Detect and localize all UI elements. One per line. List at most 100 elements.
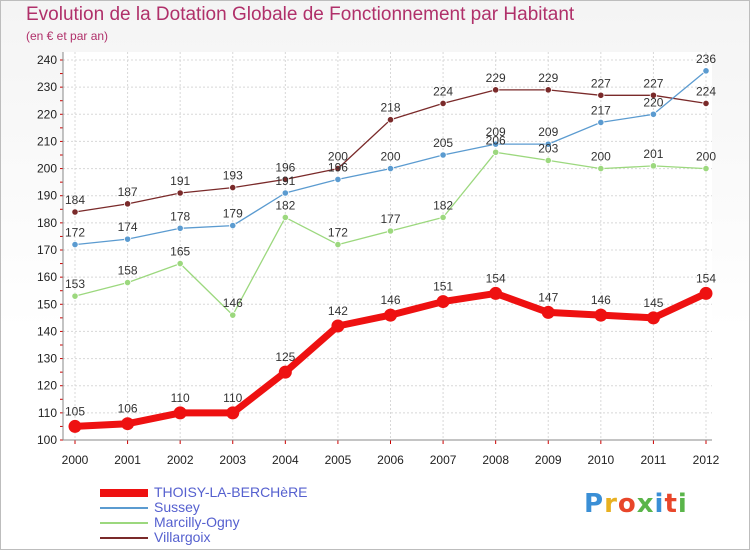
data-point-villargoix [492,86,500,94]
data-label-villargoix: 224 [696,84,716,98]
data-point-marcilly-ogny [123,278,132,287]
x-tick-label: 2005 [325,453,352,467]
data-label-sussey: 209 [486,125,506,139]
logo-letter: r [604,489,618,519]
data-label-villargoix: 191 [170,174,190,188]
y-tick-label: 140 [37,324,57,338]
data-label-sussey: 172 [65,226,85,240]
data-label-thoisy-la-berch-re: 146 [380,293,400,307]
data-point-sussey [544,140,552,148]
data-point-marcilly-ogny [334,240,342,249]
data-point-villargoix [71,208,79,216]
y-tick-label: 100 [37,433,57,447]
logo-letter: x [636,489,655,519]
data-point-sussey [281,189,289,197]
y-tick-label: 180 [37,216,57,230]
data-label-marcilly-ogny: 200 [696,150,716,164]
data-point-thoisy-la-berch-re [121,417,135,431]
data-label-thoisy-la-berch-re: 106 [118,402,138,416]
data-point-sussey [123,235,132,243]
data-point-villargoix [334,164,342,173]
data-point-thoisy-la-berch-re [68,419,82,433]
data-point-sussey [334,175,342,184]
data-label-villargoix: 218 [380,101,400,115]
y-tick-label: 200 [37,162,57,176]
data-label-sussey: 174 [118,220,138,234]
data-label-villargoix: 227 [643,76,663,90]
data-point-sussey [439,151,447,159]
y-tick-label: 230 [37,80,57,94]
y-tick-label: 220 [37,107,57,121]
logo-letter: o [617,489,637,519]
data-point-thoisy-la-berch-re [226,406,240,420]
data-point-marcilly-ogny [281,213,289,222]
y-tick-label: 150 [37,297,57,311]
data-label-villargoix: 196 [275,160,295,174]
data-label-thoisy-la-berch-re: 105 [65,404,85,418]
data-point-villargoix [176,189,184,197]
logo-letter: i [677,489,688,519]
data-label-thoisy-la-berch-re: 154 [696,271,716,285]
x-tick-label: 2003 [219,453,246,467]
data-point-villargoix [649,91,658,99]
y-tick-label: 190 [37,189,57,203]
data-label-thoisy-la-berch-re: 146 [591,293,611,307]
logo-letter: i [654,489,665,519]
data-point-thoisy-la-berch-re [384,308,397,322]
data-label-marcilly-ogny: 165 [170,245,190,259]
data-label-thoisy-la-berch-re: 110 [171,391,190,405]
data-point-thoisy-la-berch-re [699,286,713,300]
data-point-marcilly-ogny [597,164,605,173]
data-label-sussey: 178 [170,209,190,223]
data-label-thoisy-la-berch-re: 142 [328,304,348,318]
legend-swatch [100,537,148,539]
data-point-thoisy-la-berch-re [278,365,292,379]
x-tick-label: 2008 [482,453,509,467]
data-point-marcilly-ogny [229,311,237,319]
x-tick-label: 2010 [587,453,614,467]
data-label-marcilly-ogny: 153 [65,277,85,291]
data-point-villargoix [544,86,552,94]
x-tick-label: 2009 [535,453,562,467]
data-label-sussey: 200 [380,150,400,164]
data-point-marcilly-ogny [492,148,500,156]
legend-label: THOISY-LA-BERCHèRE [154,484,308,500]
data-point-sussey [492,140,500,148]
data-label-villargoix: 229 [486,71,506,85]
data-point-marcilly-ogny [439,213,447,222]
data-label-thoisy-la-berch-re: 151 [433,280,453,294]
proxiti-logo: Proxiti [584,489,688,519]
data-point-marcilly-ogny [386,227,395,235]
data-label-villargoix: 184 [65,193,85,207]
data-label-villargoix: 200 [328,150,348,164]
data-label-marcilly-ogny: 182 [275,198,295,212]
data-point-marcilly-ogny [176,259,184,268]
data-point-villargoix [123,200,132,208]
data-point-sussey [702,67,710,75]
data-point-marcilly-ogny [544,156,552,165]
data-point-thoisy-la-berch-re [489,286,503,300]
x-tick-label: 2002 [167,453,194,467]
data-label-sussey: 191 [275,174,295,188]
x-tick-label: 2004 [272,453,299,467]
data-point-sussey [229,221,237,230]
data-point-thoisy-la-berch-re [594,308,608,322]
data-label-marcilly-ogny: 182 [433,198,453,212]
y-tick-label: 160 [37,270,57,284]
data-label-sussey: 209 [538,125,558,139]
data-point-villargoix [702,99,710,108]
data-point-sussey [386,164,395,173]
y-tick-label: 170 [37,243,57,257]
y-tick-label: 210 [37,134,57,148]
data-label-thoisy-la-berch-re: 147 [538,290,558,304]
data-label-marcilly-ogny: 200 [591,150,611,164]
data-point-villargoix [439,99,447,108]
data-label-villargoix: 187 [118,185,138,199]
logo-letter: t [664,489,678,519]
data-label-sussey: 236 [696,52,716,66]
legend-label: Villargoix [154,529,211,545]
data-point-thoisy-la-berch-re [646,311,660,325]
legend-label: Marcilly-Ogny [154,514,240,530]
plot-area [63,52,712,440]
